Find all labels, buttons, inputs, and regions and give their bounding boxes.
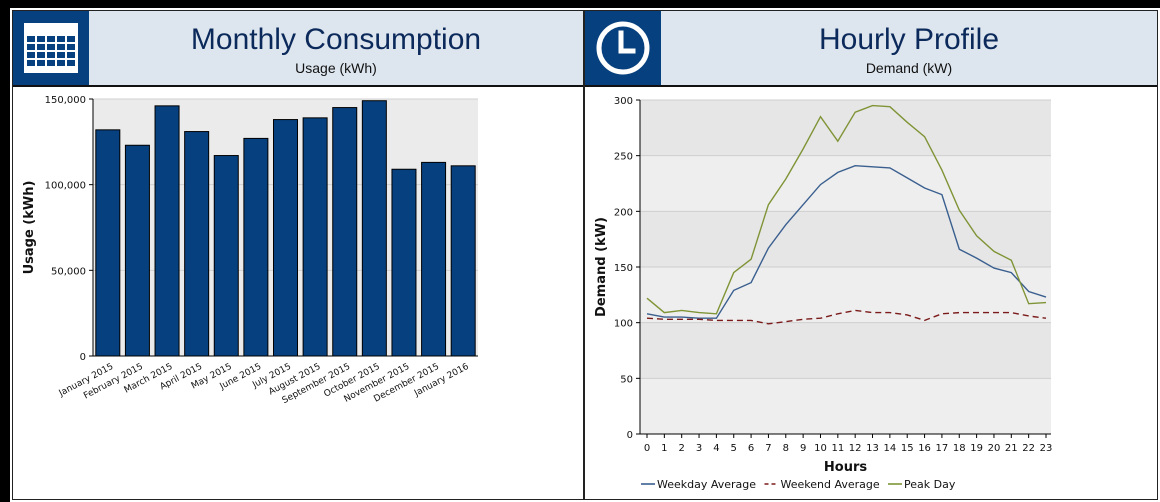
x-axis-title: Hours <box>824 460 867 475</box>
y-tick-label: 0 <box>80 352 86 363</box>
y-tick-label: 150 <box>614 263 633 274</box>
series-line <box>646 104 1047 315</box>
bar <box>184 131 210 357</box>
bar <box>421 161 447 357</box>
x-tick-label: 2 <box>679 443 685 454</box>
y-axis-title: Usage (kWh) <box>22 181 37 275</box>
monthly-subtitle: Usage (kWh) <box>295 60 377 76</box>
x-tick-label: 21 <box>1005 443 1018 454</box>
x-tick-label: 7 <box>765 443 771 454</box>
x-tick-label: 13 <box>866 443 879 454</box>
x-tick-label: 10 <box>814 443 827 454</box>
hourly-title: Hourly Profile <box>818 23 1000 56</box>
series-line <box>646 164 1047 319</box>
x-tick-label: 22 <box>1022 443 1035 454</box>
x-tick-label: 15 <box>901 443 914 454</box>
series-line <box>646 309 1047 325</box>
x-tick-label: 18 <box>953 443 966 454</box>
x-tick-label: 4 <box>713 443 719 454</box>
hourly-profile-panel: Hourly Profile Demand (kW) 0 50 100 150 200 2… <box>584 10 1158 500</box>
x-tick-label: 1 <box>661 443 667 454</box>
x-tick-label: 19 <box>970 443 983 454</box>
x-tick-label: 6 <box>748 443 754 454</box>
x-tick-label: 12 <box>849 443 862 454</box>
y-tick-label: 100 <box>614 319 633 330</box>
y-tick-label: 250 <box>614 152 633 163</box>
bar <box>273 119 298 357</box>
plot-band <box>640 267 1051 323</box>
x-tick-label: 11 <box>831 443 844 454</box>
x-tick-label: 3 <box>696 443 702 454</box>
window-frame-top <box>0 0 1160 8</box>
x-tick-label: 0 <box>644 443 650 454</box>
y-tick-label: 50,000 <box>51 266 86 277</box>
monthly-header: Monthly Consumption Usage (kWh) <box>13 11 583 87</box>
bar <box>95 129 121 357</box>
x-tick-label: 9 <box>800 443 806 454</box>
calendar-icon <box>13 11 89 85</box>
bar <box>361 100 387 357</box>
y-tick-label: 200 <box>614 207 633 218</box>
y-axis-title: Demand (kW) <box>594 217 609 317</box>
bar <box>124 144 150 357</box>
monthly-title: Monthly Consumption <box>190 23 482 56</box>
monthly-consumption-panel: Monthly Consumption Usage (kWh) 0 50,000 1… <box>12 10 584 500</box>
window-frame-left <box>0 0 10 502</box>
y-tick-label: 0 <box>627 430 633 441</box>
x-tick-label: 5 <box>731 443 737 454</box>
y-tick-label: 50 <box>620 374 633 385</box>
bar <box>213 155 239 357</box>
y-tick-label: 150,000 <box>45 95 86 106</box>
x-tick-label: 17 <box>936 443 949 454</box>
bar <box>302 117 328 357</box>
hourly-header: Hourly Profile Demand (kW) <box>585 11 1157 87</box>
legend-label: Weekday Average <box>657 478 756 491</box>
y-tick-label: 300 <box>614 96 633 107</box>
x-tick-label: 20 <box>988 443 1001 454</box>
bar <box>391 168 417 357</box>
legend-label: Peak Day <box>904 478 956 491</box>
x-tick-label: 8 <box>783 443 789 454</box>
plot-band <box>640 378 1051 434</box>
plot-band <box>640 155 1051 212</box>
x-tick-label: 14 <box>884 443 897 454</box>
y-tick-label: 100,000 <box>45 181 86 192</box>
bar <box>450 165 476 357</box>
bar <box>332 107 358 357</box>
hourly-subtitle: Demand (kW) <box>865 60 953 76</box>
plot-band <box>640 322 1051 379</box>
x-tick-label: 16 <box>918 443 931 454</box>
plot-band <box>640 211 1051 267</box>
bar <box>154 105 180 357</box>
x-tick-label: 23 <box>1040 443 1053 454</box>
clock-icon <box>585 11 661 85</box>
legend-label: Weekend Average <box>781 478 880 491</box>
bar <box>243 137 269 357</box>
